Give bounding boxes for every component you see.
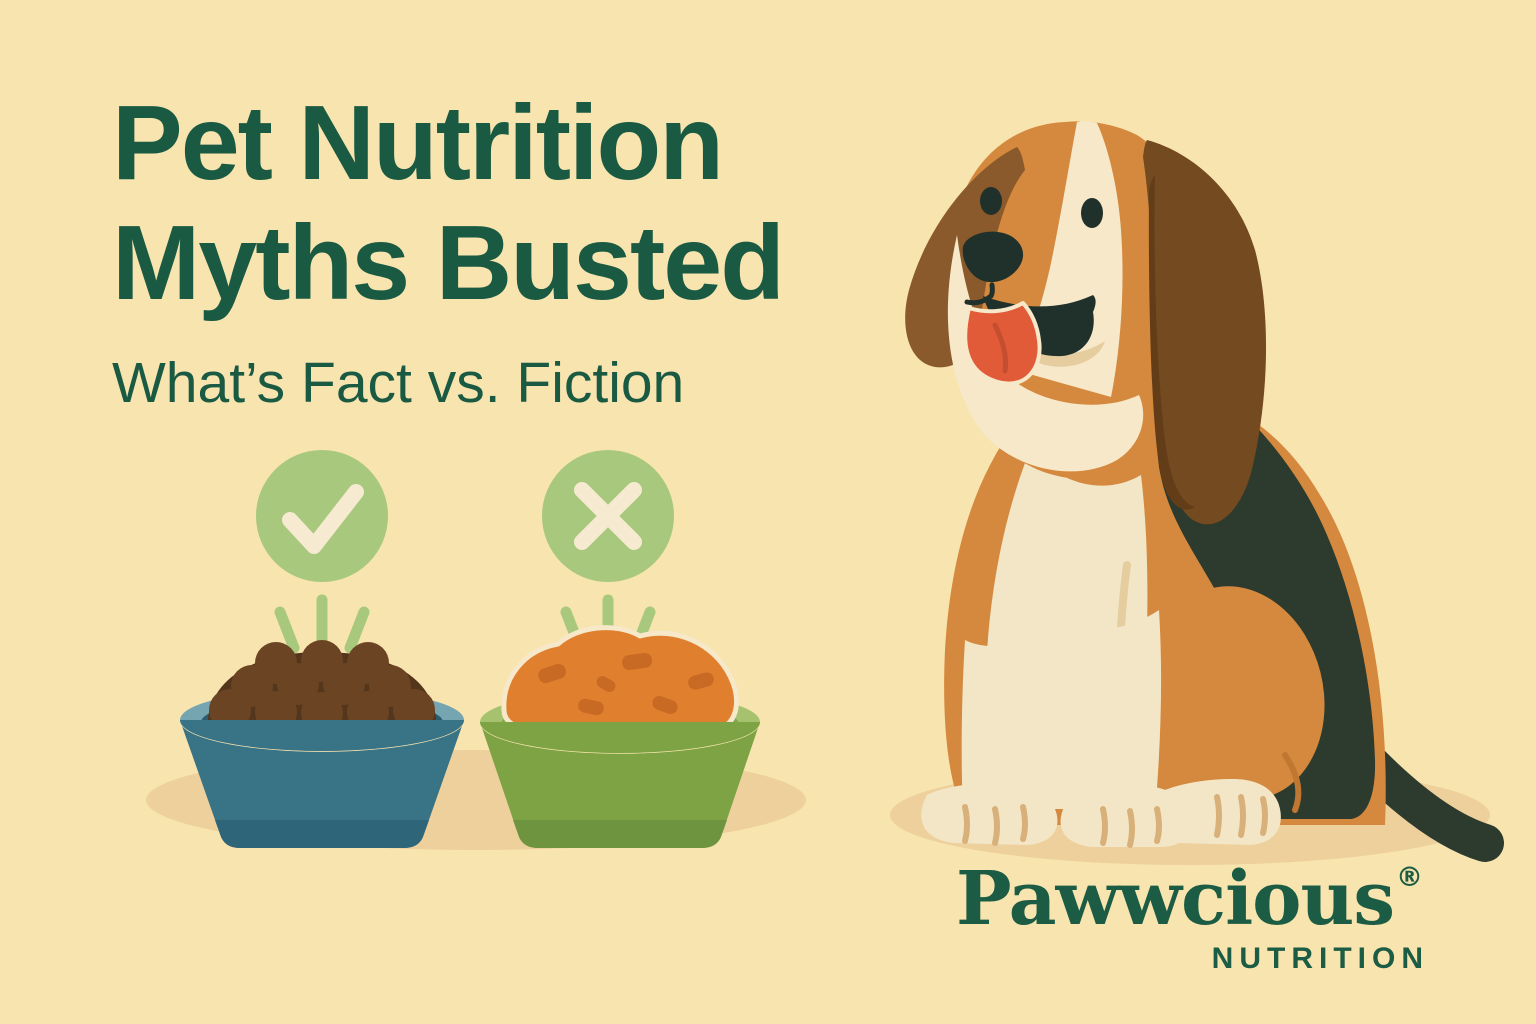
dog-front-right-leg [1060, 610, 1192, 848]
headline-block: Pet Nutrition Myths Busted What’s Fact v… [112, 84, 785, 416]
dry-kibble-blue-bowl [180, 640, 464, 848]
dog-front-left-leg [921, 630, 1058, 846]
title-line-2: Myths Busted [112, 203, 785, 322]
registered-trademark-symbol: ® [1396, 862, 1423, 893]
dog-left-eye [980, 187, 1002, 215]
check-glyph [282, 484, 364, 554]
dog-right-eye [1081, 198, 1103, 228]
dog-right-ear [1143, 140, 1267, 525]
cross-glyph [574, 482, 642, 550]
brand-tagline: NUTRITION [1211, 942, 1429, 975]
dog-haunch [1151, 586, 1325, 800]
page-title: Pet Nutrition Myths Busted [112, 84, 785, 324]
brand-name-row: Pawwcious® [956, 862, 1423, 936]
title-line-1: Pet Nutrition [112, 84, 724, 202]
dog-nose [962, 231, 1024, 283]
dog-muzzle [947, 235, 1144, 472]
wet-food-green-bowl [480, 625, 760, 848]
wet-food [501, 625, 739, 737]
dog-head [905, 121, 1267, 525]
brand-name: Pawwcious [956, 856, 1395, 942]
page-subtitle: What’s Fact vs. Fiction [112, 350, 685, 415]
beagle-dog-illustration [890, 121, 1504, 865]
check-icon [256, 450, 388, 582]
food-bowls-illustration [146, 594, 806, 850]
check-circle [256, 450, 388, 582]
cross-icon [542, 450, 674, 582]
emphasis-lines-fact [274, 594, 370, 654]
brand-lockup: Pawwcious® NUTRITION [956, 862, 1423, 976]
